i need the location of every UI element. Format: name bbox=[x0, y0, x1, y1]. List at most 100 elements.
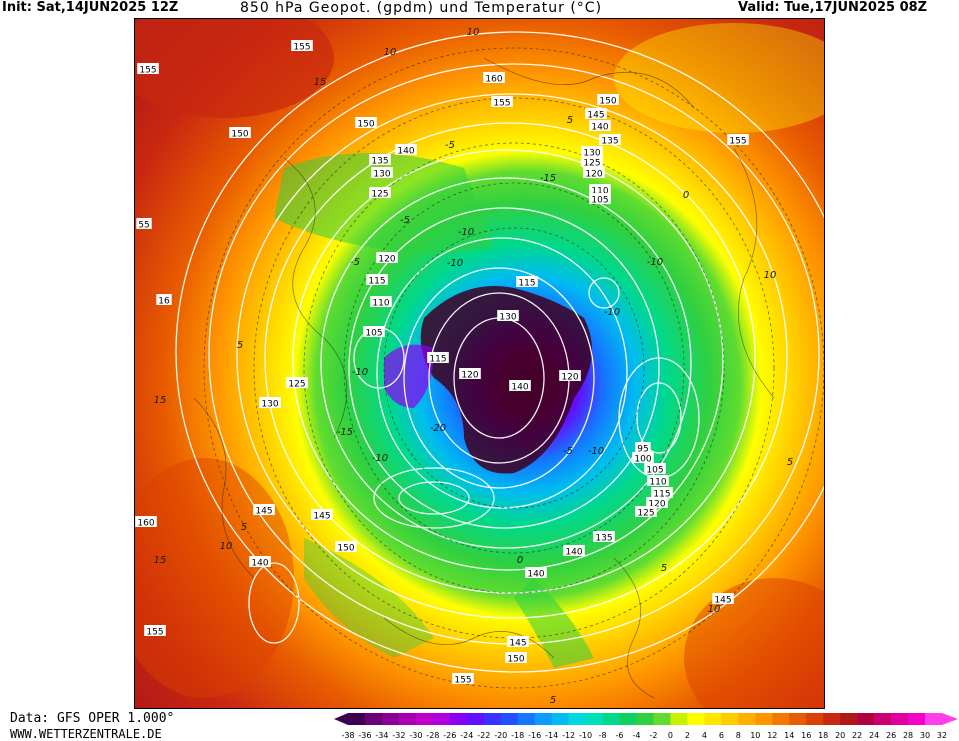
legend-swatch bbox=[908, 713, 926, 725]
legend-tick-label: 0 bbox=[668, 731, 673, 740]
legend-swatch bbox=[381, 713, 400, 725]
contour-label: 150 bbox=[335, 541, 357, 554]
temperature-label: -10 bbox=[372, 453, 388, 464]
legend-swatch bbox=[874, 713, 892, 725]
contour-label: 110 bbox=[589, 184, 611, 197]
legend-tick-label: -28 bbox=[426, 731, 439, 740]
data-source-label: Data: GFS OPER 1.000° bbox=[10, 711, 175, 726]
temperature-label: -10 bbox=[458, 227, 474, 238]
svg-text:105: 105 bbox=[365, 329, 382, 339]
legend-tick-label: -10 bbox=[579, 731, 592, 740]
svg-text:160: 160 bbox=[137, 519, 154, 529]
legend-tick-label: 22 bbox=[852, 731, 862, 740]
legend-tick-label: 18 bbox=[818, 731, 828, 740]
warm-region bbox=[134, 18, 334, 118]
svg-text:145: 145 bbox=[255, 507, 272, 517]
temperature-label: -10 bbox=[604, 307, 620, 318]
map-title: 850 hPa Geopot. (gpdm) und Temperatur (°… bbox=[240, 0, 603, 16]
contour-label: 145 bbox=[507, 636, 529, 649]
temperature-label: 15 bbox=[154, 555, 167, 566]
legend-tick-label: -14 bbox=[545, 731, 558, 740]
legend-swatch bbox=[755, 713, 773, 725]
contour-label: 155 bbox=[491, 96, 513, 109]
svg-text:160: 160 bbox=[485, 75, 502, 85]
color-legend: -38 -36 -34 -32 -30 -28 -26 -24 -22 -20 -18 -16 -14-… bbox=[334, 713, 958, 740]
contour-label: 105 bbox=[363, 326, 385, 339]
legend-swatch bbox=[891, 713, 909, 725]
contour-label: 145 bbox=[253, 504, 275, 517]
contour-label: 130 bbox=[497, 310, 519, 323]
legend-tick-label: -4 bbox=[633, 731, 641, 740]
contour-label: 130 bbox=[581, 146, 603, 159]
svg-text:125: 125 bbox=[637, 509, 654, 519]
legend-tick-label: -6 bbox=[616, 731, 624, 740]
coastlines bbox=[193, 57, 775, 699]
svg-text:130: 130 bbox=[583, 149, 600, 159]
svg-text:155: 155 bbox=[493, 99, 510, 109]
legend-high-arrow bbox=[942, 713, 958, 725]
contour-label: 150 bbox=[505, 652, 527, 665]
temperature-label: -5 bbox=[445, 140, 455, 151]
svg-text:115: 115 bbox=[429, 355, 446, 365]
temperature-label: -5 bbox=[563, 446, 573, 457]
svg-text:135: 135 bbox=[601, 137, 618, 147]
contour-label: 155 bbox=[452, 673, 474, 686]
svg-text:115: 115 bbox=[368, 277, 385, 287]
contour-label: 140 bbox=[249, 556, 271, 569]
temperature-label: -5 bbox=[400, 215, 410, 226]
legend-tick-label: 12 bbox=[767, 731, 777, 740]
svg-text:130: 130 bbox=[373, 170, 390, 180]
contour-label: 155 bbox=[144, 625, 166, 638]
svg-text:135: 135 bbox=[595, 534, 612, 544]
contour-label: 125 bbox=[581, 156, 603, 169]
legend-swatch bbox=[500, 713, 519, 725]
svg-text:140: 140 bbox=[397, 147, 414, 157]
contour-label: 120 bbox=[459, 368, 481, 381]
cool-region bbox=[514, 578, 594, 668]
legend-swatch bbox=[687, 713, 705, 725]
svg-text:120: 120 bbox=[648, 500, 665, 510]
svg-text:140: 140 bbox=[251, 559, 268, 569]
legend-tick-label: -12 bbox=[562, 731, 575, 740]
svg-text:120: 120 bbox=[585, 170, 602, 180]
svg-text:120: 120 bbox=[561, 373, 578, 383]
legend-swatch bbox=[585, 713, 603, 725]
svg-text:155: 155 bbox=[454, 676, 471, 686]
svg-text:155: 155 bbox=[146, 628, 163, 638]
legend-swatch bbox=[483, 713, 502, 725]
svg-text:130: 130 bbox=[499, 313, 516, 323]
contour-label: 16 bbox=[156, 294, 172, 307]
svg-text:140: 140 bbox=[527, 570, 544, 580]
svg-text:110: 110 bbox=[372, 299, 389, 309]
svg-text:125: 125 bbox=[371, 190, 388, 200]
temperature-label: 15 bbox=[314, 77, 327, 88]
contour-label: 140 bbox=[395, 144, 417, 157]
temperature-label: -10 bbox=[647, 257, 663, 268]
contour-label: 145 bbox=[585, 108, 607, 121]
contour-label: 140 bbox=[525, 567, 547, 580]
temperature-label: 5 bbox=[237, 340, 243, 351]
legend-tick-label: 10 bbox=[750, 731, 760, 740]
init-time-label: Init: Sat,14JUN2025 12Z bbox=[2, 0, 179, 15]
svg-text:155: 155 bbox=[293, 43, 310, 53]
temperature-label: -10 bbox=[588, 446, 604, 457]
temperature-label: 10 bbox=[708, 604, 721, 615]
contour-label: 155 bbox=[137, 63, 159, 76]
contour-label: 160 bbox=[135, 516, 157, 529]
contour-label: 105 bbox=[644, 463, 666, 476]
svg-text:110: 110 bbox=[591, 187, 608, 197]
legend-tick-label: -38 bbox=[341, 731, 354, 740]
legend-tick-label: -2 bbox=[649, 731, 657, 740]
legend-swatch bbox=[925, 713, 943, 725]
svg-text:145: 145 bbox=[587, 111, 604, 121]
legend-swatch bbox=[789, 713, 807, 725]
legend-swatch bbox=[704, 713, 722, 725]
svg-text:95: 95 bbox=[637, 445, 648, 455]
svg-text:105: 105 bbox=[591, 196, 608, 206]
contour-label: 120 bbox=[646, 497, 668, 510]
contour-label: 105 bbox=[589, 193, 611, 206]
svg-text:125: 125 bbox=[288, 380, 305, 390]
temperature-label: 15 bbox=[154, 395, 167, 406]
valid-time-label: Valid: Tue,17JUN2025 08Z bbox=[738, 0, 928, 15]
